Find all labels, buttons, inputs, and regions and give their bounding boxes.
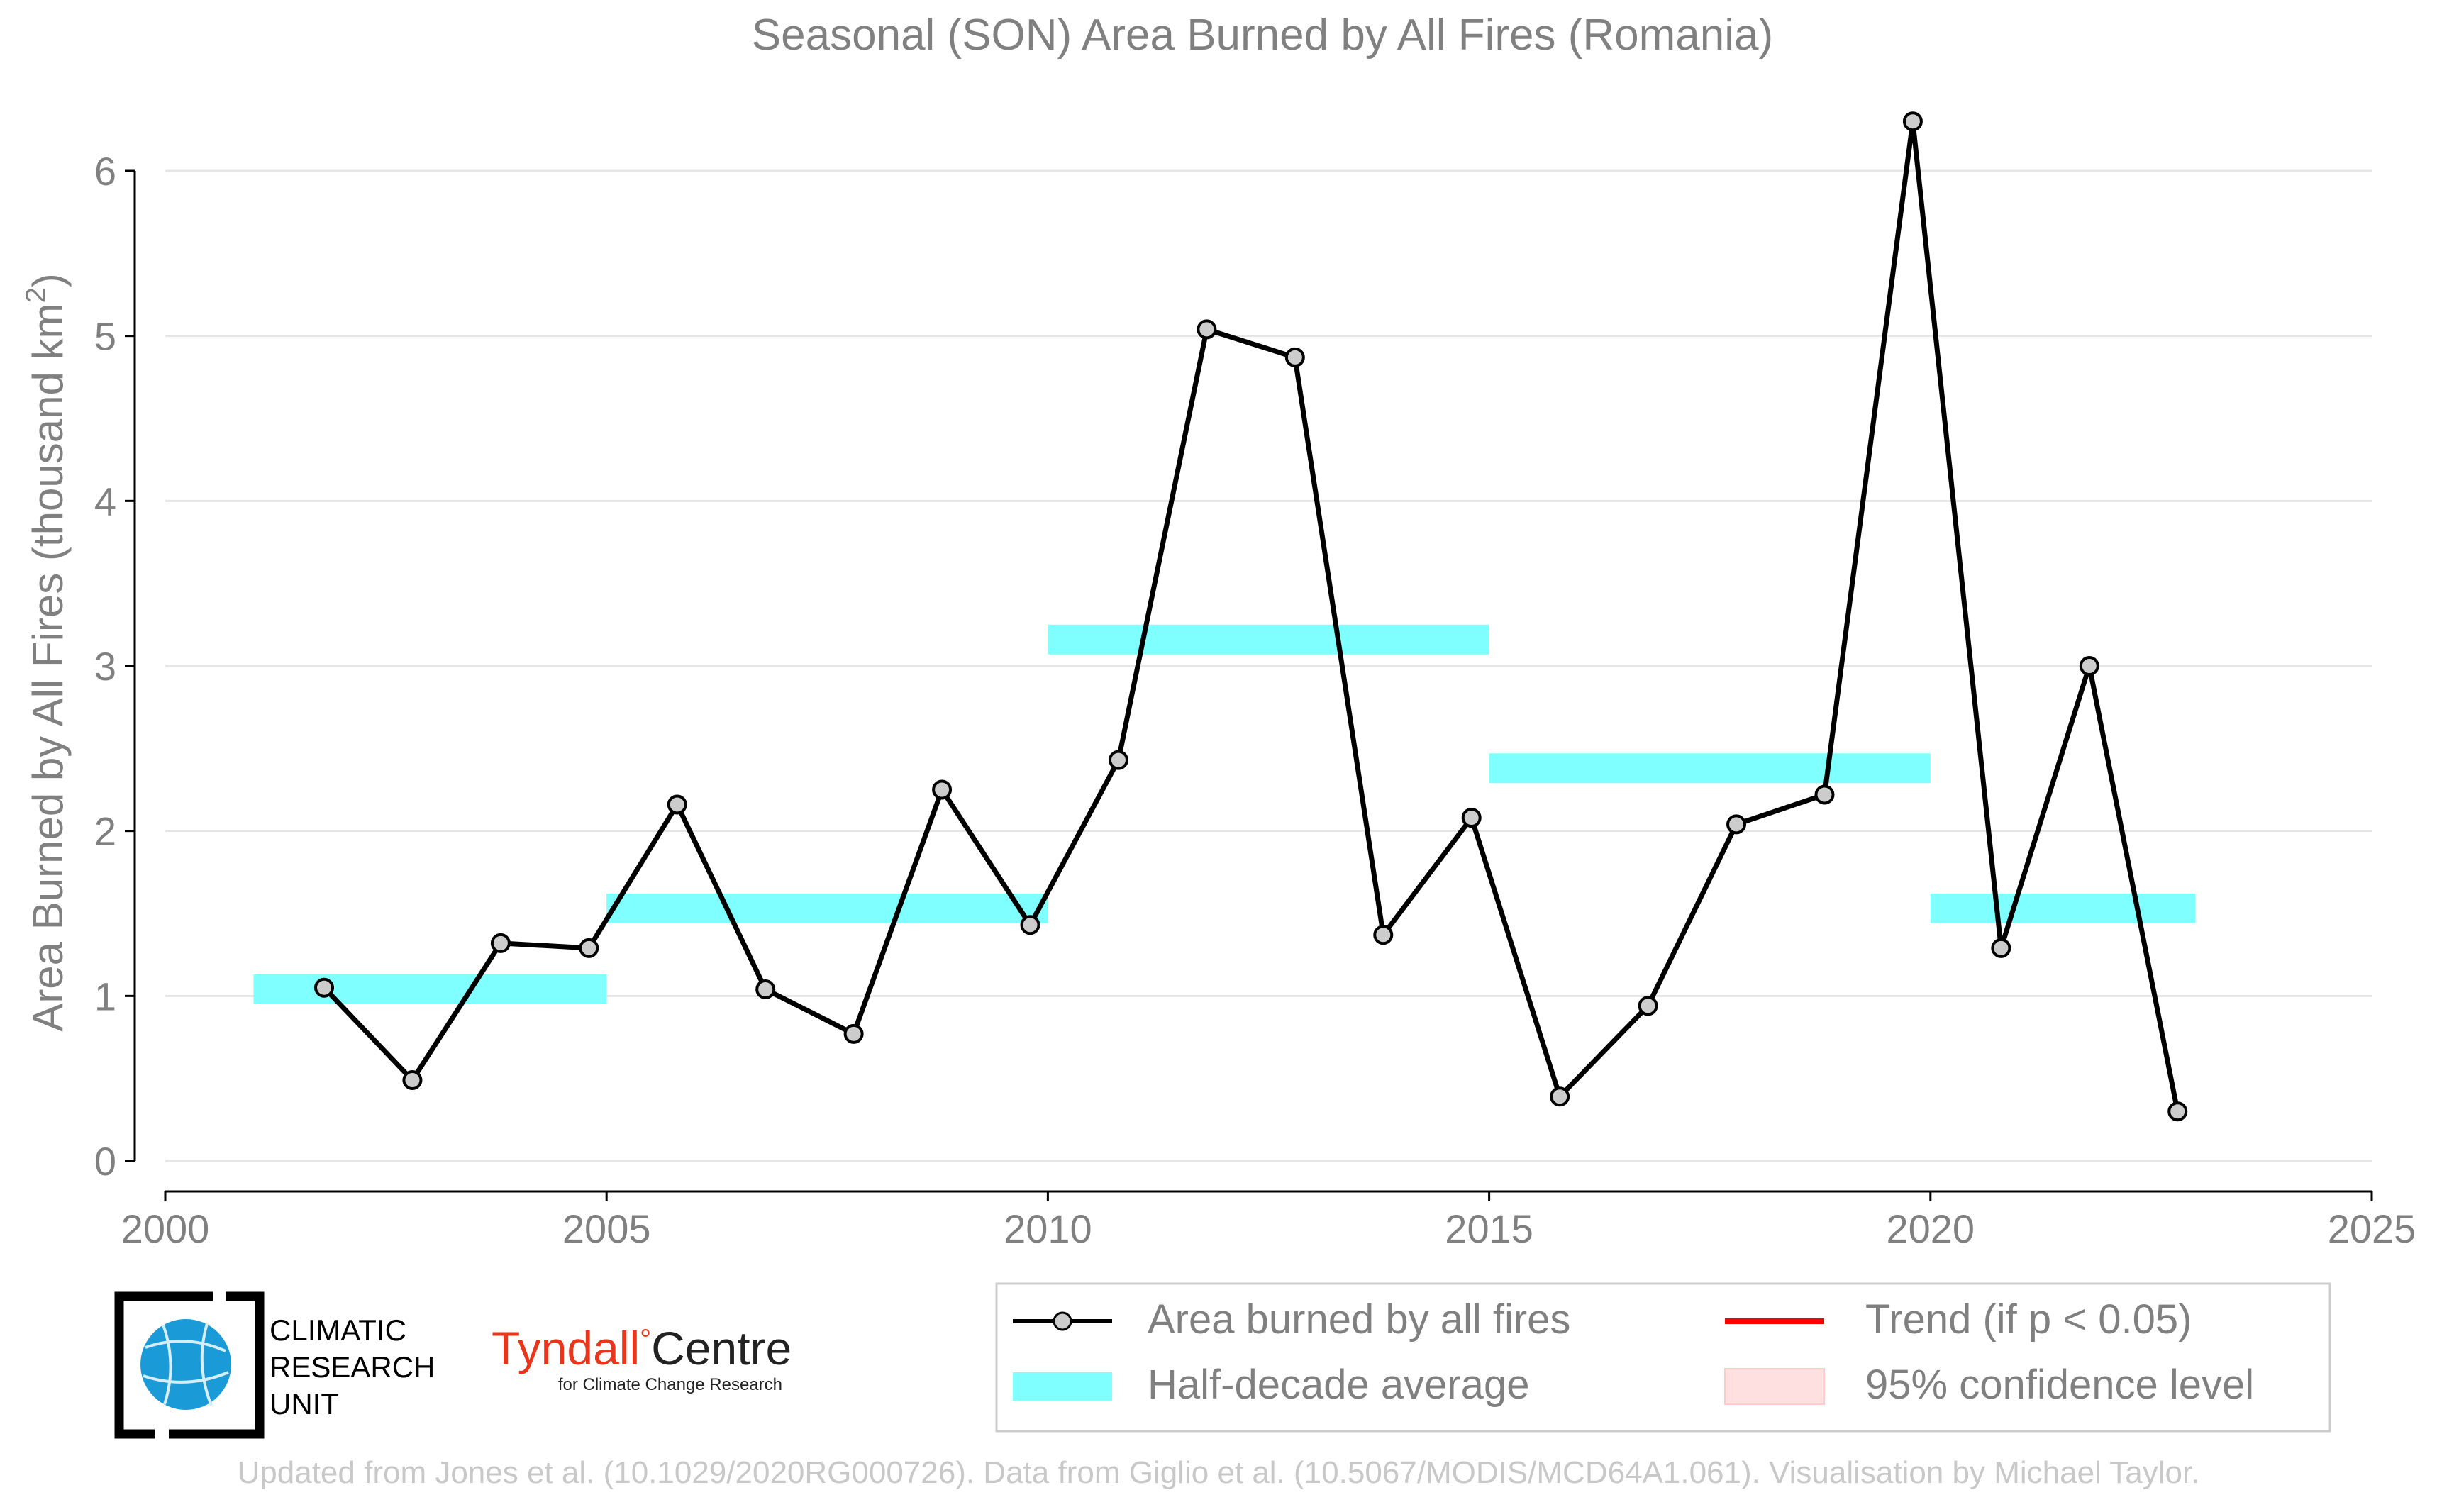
data-point: [1373, 925, 1394, 945]
legend-frame: [995, 1282, 2331, 1433]
legend-confidence-icon: [1724, 1368, 1825, 1405]
tyndall-centre-word: Centre: [651, 1322, 792, 1374]
cru-text-2: RESEARCH: [270, 1350, 435, 1384]
cru-globe-lines: [143, 1323, 229, 1406]
data-point: [490, 933, 511, 953]
series-line: [322, 121, 2180, 1112]
y-tick-label: 0: [94, 1139, 116, 1184]
y-tick-label: 6: [94, 149, 116, 194]
legend-series-marker-icon: [1053, 1311, 1072, 1331]
x-tick-label: 2005: [562, 1206, 651, 1251]
y-tick-label: 3: [94, 644, 116, 689]
cru-text-1: CLIMATIC: [270, 1313, 406, 1347]
data-point: [2079, 656, 2099, 676]
data-point: [1020, 915, 1040, 935]
tyndall-logo: Tyndall°Centre for Climate Change Resear…: [492, 1322, 792, 1394]
data-point: [1550, 1086, 1570, 1107]
grid: [165, 169, 2372, 1162]
data-point: [1814, 784, 1835, 805]
x-tick-label: 2010: [1004, 1206, 1092, 1251]
legend: Area burned by all fires Trend (if p < 0…: [995, 1282, 2331, 1433]
x-ticks: 2000 2005 2010 2015 2020 2025: [121, 1191, 2416, 1251]
legend-band-icon: [1013, 1372, 1112, 1401]
cru-text-3: UNIT: [270, 1387, 339, 1421]
y-ticks: 0 1 2 3 4 5 6: [94, 149, 135, 1184]
data-point: [402, 1069, 423, 1090]
series-points: [313, 111, 2188, 1122]
data-point: [667, 794, 687, 815]
tyndall-subtitle: for Climate Change Research: [558, 1375, 782, 1394]
half-decade-bar: [253, 974, 607, 1005]
x-tick-label: 2000: [121, 1206, 210, 1251]
x-tick-label: 2020: [1887, 1206, 1975, 1251]
y-tick-label: 5: [94, 314, 116, 359]
y-tick-label: 1: [94, 974, 116, 1018]
series-polyline: [322, 121, 2180, 1112]
y-axis-label: Area Burned by All Fires (thousand km2): [21, 273, 72, 1031]
footer-credit: Updated from Jones et al. (10.1029/2020R…: [237, 1455, 2200, 1490]
data-point: [843, 1023, 864, 1044]
cru-globe-icon: [140, 1319, 231, 1410]
half-decade-bar: [1048, 624, 1489, 655]
legend-label-confidence: 95% confidence level: [1865, 1362, 2254, 1408]
data-point: [1284, 347, 1305, 367]
legend-label-band: Half-decade average: [1148, 1362, 1529, 1408]
data-point: [1638, 996, 1658, 1016]
data-point: [1902, 111, 1923, 132]
half-decade-bands: [253, 624, 2196, 1005]
data-point: [755, 979, 776, 1000]
cru-logo-frame: [114, 1291, 265, 1439]
half-decade-bar: [606, 894, 1048, 924]
legend-label-trend: Trend (if p < 0.05): [1865, 1296, 2192, 1343]
x-tick-label: 2015: [1445, 1206, 1533, 1251]
axes: [133, 171, 2372, 1193]
half-decade-bar: [1930, 894, 2196, 924]
x-tick-label: 2025: [2328, 1206, 2416, 1251]
data-point: [1108, 750, 1128, 770]
data-point: [1461, 808, 1482, 828]
data-point: [2167, 1101, 2188, 1122]
chart-title: Seasonal (SON) Area Burned by All Fires …: [752, 11, 1773, 60]
data-point: [1197, 319, 1217, 340]
svg-text:Tyndall°Centre: Tyndall°Centre: [492, 1322, 792, 1374]
y-tick-label: 4: [94, 479, 116, 523]
data-point: [313, 977, 334, 998]
data-point: [932, 779, 953, 800]
y-tick-label: 2: [94, 809, 116, 854]
data-point: [579, 938, 599, 958]
data-point: [1726, 814, 1747, 835]
data-point: [1991, 938, 2011, 958]
tyndall-degree: °: [640, 1324, 651, 1355]
legend-label-series: Area burned by all fires: [1148, 1296, 1570, 1343]
half-decade-bar: [1489, 753, 1931, 784]
cru-logo: CLIMATIC RESEARCH UNIT: [114, 1291, 435, 1439]
tyndall-word: Tyndall: [492, 1322, 640, 1374]
